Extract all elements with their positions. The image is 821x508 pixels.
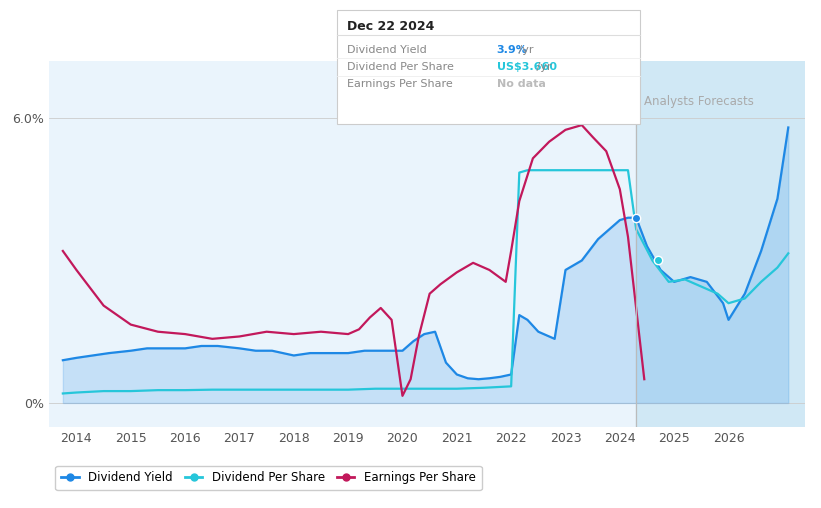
Text: Dividend Yield: Dividend Yield [347, 45, 427, 55]
Text: /yr: /yr [515, 45, 534, 55]
Legend: Dividend Yield, Dividend Per Share, Earnings Per Share: Dividend Yield, Dividend Per Share, Earn… [55, 465, 482, 490]
Text: 3.9%: 3.9% [497, 45, 528, 55]
Text: Past: Past [603, 95, 632, 108]
Text: No data: No data [497, 79, 546, 89]
Bar [636, 61, 805, 427]
Text: Dec 22 2024: Dec 22 2024 [347, 20, 434, 33]
Text: /yr: /yr [533, 62, 552, 72]
Text: Analysts Forecasts: Analysts Forecasts [644, 95, 754, 108]
Text: Dividend Per Share: Dividend Per Share [347, 62, 454, 72]
Text: US$3.660: US$3.660 [497, 62, 557, 72]
Text: Earnings Per Share: Earnings Per Share [347, 79, 453, 89]
